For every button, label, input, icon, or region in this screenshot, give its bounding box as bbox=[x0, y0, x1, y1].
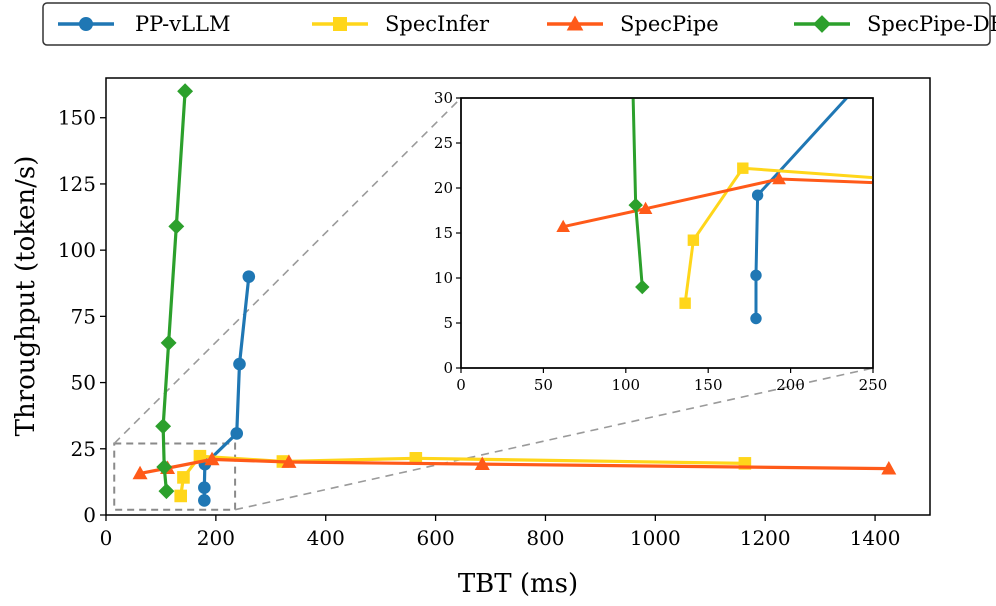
data-point-specpipe bbox=[132, 465, 148, 480]
data-point-pp-vllm bbox=[198, 481, 211, 495]
x-tick-label: 1000 bbox=[630, 526, 681, 550]
inset-series-specpipe-db bbox=[628, 98, 650, 295]
legend-label-specpipe: SpecPipe bbox=[620, 12, 719, 36]
data-point-pp-vllm bbox=[242, 270, 256, 283]
inset-series-specinfer bbox=[679, 162, 873, 309]
data-point-pp-vllm bbox=[230, 427, 244, 440]
data-point-specinfer bbox=[738, 457, 752, 470]
data-point-specpipe-db bbox=[155, 418, 172, 435]
data-point-specpipe-db bbox=[156, 459, 173, 476]
zoom-guides bbox=[113, 97, 874, 511]
inset-series-line-specpipe bbox=[562, 177, 873, 229]
inset-y-tick-label: 5 bbox=[443, 314, 453, 332]
main-axes-ticks: 0 200 400 600 800 1000 1200 1400025507510012515… bbox=[58, 106, 901, 550]
inset-data-point-pp-vllm bbox=[750, 269, 762, 281]
zoom-region-box bbox=[113, 442, 237, 511]
x-tick-label: 400 bbox=[307, 526, 345, 550]
inset-x-tick-label: 100 bbox=[611, 376, 640, 394]
series-pp-vllm bbox=[198, 270, 256, 507]
data-point-specpipe-db bbox=[158, 483, 175, 500]
inset-data-point-specpipe-db bbox=[628, 197, 643, 213]
legend-label-pp-vllm: PP-vLLM bbox=[135, 12, 230, 36]
x-axis-title: TBT (ms) bbox=[458, 569, 578, 599]
data-point-pp-vllm bbox=[198, 494, 211, 507]
legend-item-specpipe-db: SpecPipe-DB bbox=[794, 12, 996, 36]
inset-y-tick-label: 10 bbox=[434, 269, 453, 287]
inset-data-point-specinfer bbox=[679, 297, 691, 309]
inset-data-point-specpipe bbox=[772, 171, 786, 185]
legend-label-specpipe-db: SpecPipe-DB bbox=[867, 12, 996, 36]
inset-data-point-specpipe bbox=[638, 201, 653, 214]
data-point-specpipe-db bbox=[160, 334, 177, 351]
inset-axes-ticks: 0 50 100 150 200 250 0 5 10 15 20 25 30 bbox=[434, 89, 887, 394]
inset-x-tick-label: 50 bbox=[534, 376, 553, 394]
legend-marker-specinfer bbox=[333, 17, 347, 31]
y-tick-label: 125 bbox=[58, 172, 96, 196]
legend-marker-specpipe-db bbox=[813, 15, 831, 33]
inset-y-tick-label: 25 bbox=[434, 134, 453, 152]
data-point-specpipe bbox=[474, 456, 490, 470]
data-point-specinfer bbox=[174, 489, 188, 503]
data-point-pp-vllm bbox=[233, 357, 246, 371]
main-series-layer bbox=[132, 83, 897, 507]
data-point-specpipe-db bbox=[168, 218, 185, 235]
y-tick-label: 150 bbox=[58, 106, 96, 130]
data-point-specpipe bbox=[281, 454, 297, 468]
inset-series-pp-vllm bbox=[750, 98, 849, 325]
x-tick-label: 1200 bbox=[740, 526, 791, 550]
inset-x-tick-label: 250 bbox=[859, 376, 888, 394]
x-tick-label: 200 bbox=[197, 526, 235, 550]
legend-frame bbox=[42, 2, 991, 46]
legend: PP-vLLM SpecInfer SpecPipe SpecPipe-DB bbox=[42, 2, 996, 46]
inset-x-tick-label: 150 bbox=[694, 376, 723, 394]
inset-data-point-specpipe-db bbox=[635, 279, 650, 295]
data-point-specpipe bbox=[204, 451, 220, 466]
inset-data-point-specinfer bbox=[687, 234, 700, 246]
inset-data-point-specpipe bbox=[556, 219, 571, 232]
y-tick-label: 25 bbox=[71, 437, 96, 461]
legend-item-specpipe: SpecPipe bbox=[547, 12, 719, 36]
inset-y-tick-label: 20 bbox=[434, 179, 453, 197]
series-specpipe-db bbox=[155, 83, 194, 500]
x-tick-label: 800 bbox=[526, 526, 564, 550]
y-tick-label: 100 bbox=[58, 238, 96, 262]
y-axis-title: Throughput (token/s) bbox=[11, 156, 41, 437]
y-tick-label: 0 bbox=[83, 503, 96, 527]
inset-y-tick-label: 15 bbox=[434, 224, 453, 242]
y-tick-label: 75 bbox=[71, 304, 96, 328]
inset-series-line-specinfer bbox=[683, 166, 873, 304]
inset-y-tick-label: 30 bbox=[434, 89, 453, 107]
inset-series-line-pp-vllm bbox=[754, 98, 849, 319]
legend-marker-specpipe bbox=[566, 15, 584, 31]
inset-x-tick-label: 200 bbox=[776, 376, 805, 394]
legend-marker-pp-vllm bbox=[79, 17, 93, 31]
data-point-specinfer bbox=[177, 471, 190, 484]
legend-item-pp-vllm: PP-vLLM bbox=[58, 12, 230, 36]
zoom-connector-bottom bbox=[234, 367, 874, 511]
inset-series-line-specpipe-db bbox=[631, 98, 644, 288]
inset-data-point-pp-vllm bbox=[750, 312, 762, 325]
inset-data-point-pp-vllm bbox=[751, 189, 764, 201]
inset-series-layer bbox=[556, 98, 873, 325]
legend-item-specinfer: SpecInfer bbox=[312, 12, 490, 36]
zoom-connector-top bbox=[113, 97, 462, 445]
inset-data-point-specinfer bbox=[737, 162, 749, 174]
x-tick-label: 0 bbox=[100, 526, 113, 550]
x-tick-label: 600 bbox=[417, 526, 455, 550]
inset-series-specpipe bbox=[556, 171, 873, 232]
data-point-specpipe-db bbox=[177, 83, 194, 100]
x-tick-label: 1400 bbox=[850, 526, 901, 550]
legend-label-specinfer: SpecInfer bbox=[385, 12, 490, 36]
y-tick-label: 50 bbox=[71, 371, 96, 395]
data-point-specpipe bbox=[881, 460, 897, 475]
inset-x-tick-label: 0 bbox=[456, 376, 466, 394]
inset-y-tick-label: 0 bbox=[443, 359, 453, 377]
